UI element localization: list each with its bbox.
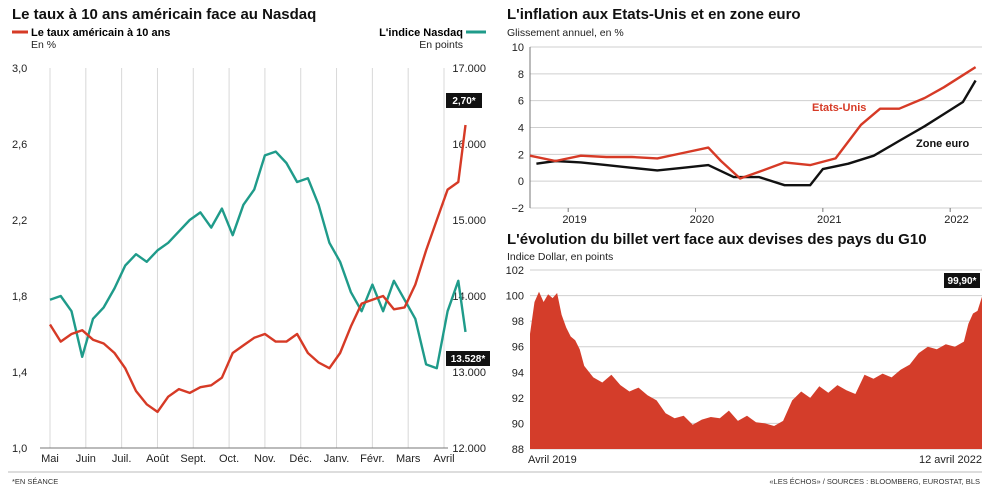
y-axis: 102 100 98 96 94 92 90 88 bbox=[506, 265, 524, 456]
y-tick-label: 4 bbox=[518, 123, 524, 135]
left-axis-unit: En % bbox=[31, 39, 56, 51]
y-tick-label-right: 17.000 bbox=[452, 63, 486, 75]
series-line-taux bbox=[48, 124, 467, 414]
y-tick-label-right: 13.000 bbox=[452, 367, 486, 379]
x-tick-label: 2021 bbox=[817, 214, 841, 226]
y-axis: 10 8 6 4 2 0 −2 bbox=[511, 42, 524, 215]
series-label-etats-unis: Etats-Unis bbox=[812, 102, 866, 114]
x-tick-label: Mars bbox=[396, 453, 421, 465]
x-tick-label: Avril 2019 bbox=[528, 454, 577, 466]
y-tick-label: 100 bbox=[506, 291, 524, 303]
y-tick-label-left: 3,0 bbox=[12, 63, 27, 75]
x-tick-label: Mai bbox=[41, 453, 59, 465]
series-line-zone-euro bbox=[536, 79, 977, 187]
chart-dollar: L'évolution du billet vert face aux devi… bbox=[506, 231, 982, 466]
y-tick-label: 6 bbox=[518, 96, 524, 108]
series-line-etats-unis bbox=[529, 66, 977, 180]
y-tick-label-left: 1,4 bbox=[12, 367, 27, 379]
y-axis-left: 3,0 2,6 2,2 1,8 1,4 1,0 bbox=[12, 63, 27, 455]
end-label-text: 2,70* bbox=[452, 96, 475, 107]
chart-subtitle: Glissement annuel, en % bbox=[507, 27, 624, 39]
x-tick-label: Févr. bbox=[360, 453, 384, 465]
y-tick-label: 8 bbox=[518, 69, 524, 81]
legend-left: Le taux américain à 10 ans En % bbox=[12, 27, 170, 51]
end-label-taux: 2,70* bbox=[446, 93, 482, 108]
x-tick-label: 12 avril 2022 bbox=[919, 454, 982, 466]
y-tick-label: 98 bbox=[512, 316, 524, 328]
x-axis: Avril 2019 12 avril 2022 bbox=[528, 454, 982, 466]
y-tick-label-left: 1,0 bbox=[12, 443, 27, 455]
x-tick-label: Déc. bbox=[289, 453, 312, 465]
footnote-right: «LES ÉCHOS» / SOURCES : BLOOMBERG, EUROS… bbox=[769, 477, 980, 486]
end-label-nasdaq: 13.528* bbox=[446, 351, 490, 366]
legend-right: L'indice Nasdaq En points bbox=[379, 27, 486, 51]
right-axis-unit: En points bbox=[419, 39, 463, 51]
x-axis: Mai Juin Juil. Août Sept. Oct. Nov. Déc. Janv. Fé… bbox=[41, 453, 454, 465]
chart-title: Le taux à 10 ans américain face au Nasda… bbox=[12, 6, 316, 23]
y-tick-label: 2 bbox=[518, 149, 524, 161]
y-tick-label-left: 2,6 bbox=[12, 139, 27, 151]
series-line-nasdaq bbox=[49, 150, 467, 370]
chart-title: L'inflation aux Etats-Unis et en zone eu… bbox=[507, 6, 801, 23]
y-tick-label: −2 bbox=[511, 203, 524, 215]
x-tick-label: Avril bbox=[433, 453, 454, 465]
y-tick-label: 102 bbox=[506, 265, 524, 277]
y-axis-right: 17.000 16.000 15.000 14.000 13.000 12.000 bbox=[452, 63, 486, 455]
end-label-text: 99,90* bbox=[948, 276, 977, 287]
y-tick-label: 10 bbox=[512, 42, 524, 54]
y-tick-label-left: 1,8 bbox=[12, 291, 27, 303]
legend-label-taux: Le taux américain à 10 ans bbox=[31, 27, 170, 39]
x-tick-label: Juil. bbox=[112, 453, 132, 465]
series-label-zone-euro: Zone euro bbox=[916, 138, 969, 150]
grid bbox=[529, 46, 982, 212]
y-tick-label: 92 bbox=[512, 393, 524, 405]
chart-inflation: L'inflation aux Etats-Unis et en zone eu… bbox=[507, 6, 982, 226]
legend-label-nasdaq: L'indice Nasdaq bbox=[379, 27, 463, 39]
y-tick-label-right: 16.000 bbox=[452, 139, 486, 151]
end-label-dollar: 99,90* bbox=[944, 273, 980, 288]
end-label-box bbox=[446, 93, 482, 108]
y-tick-label: 0 bbox=[518, 176, 524, 188]
chart-taux-nasdaq: Le taux à 10 ans américain face au Nasda… bbox=[12, 6, 490, 465]
x-tick-label: 2019 bbox=[562, 214, 586, 226]
x-tick-label: Nov. bbox=[254, 453, 276, 465]
grid bbox=[40, 68, 448, 449]
footnote-left: *EN SÉANCE bbox=[12, 477, 58, 486]
end-label-box bbox=[446, 351, 490, 366]
y-tick-label: 90 bbox=[512, 418, 524, 430]
x-tick-label: Juin bbox=[76, 453, 96, 465]
y-tick-label-right: 12.000 bbox=[452, 443, 486, 455]
y-tick-label: 96 bbox=[512, 342, 524, 354]
y-tick-label-right: 14.000 bbox=[452, 291, 486, 303]
x-tick-label: Sept. bbox=[180, 453, 206, 465]
y-tick-label-right: 15.000 bbox=[452, 215, 486, 227]
x-tick-label: 2022 bbox=[944, 214, 968, 226]
x-tick-label: 2020 bbox=[690, 214, 714, 226]
series-area-dollar bbox=[530, 291, 982, 449]
y-tick-label: 94 bbox=[512, 367, 524, 379]
chart-subtitle: Indice Dollar, en points bbox=[507, 251, 613, 263]
chart-title: L'évolution du billet vert face aux devi… bbox=[507, 231, 927, 248]
y-tick-label-left: 2,2 bbox=[12, 215, 27, 227]
x-tick-label: Août bbox=[146, 453, 169, 465]
x-axis: 2019 2020 2021 2022 bbox=[562, 214, 968, 226]
y-tick-label: 88 bbox=[512, 444, 524, 456]
end-label-box bbox=[944, 273, 980, 288]
end-label-text: 13.528* bbox=[451, 354, 486, 365]
x-tick-label: Janv. bbox=[324, 453, 349, 465]
x-tick-label: Oct. bbox=[219, 453, 239, 465]
